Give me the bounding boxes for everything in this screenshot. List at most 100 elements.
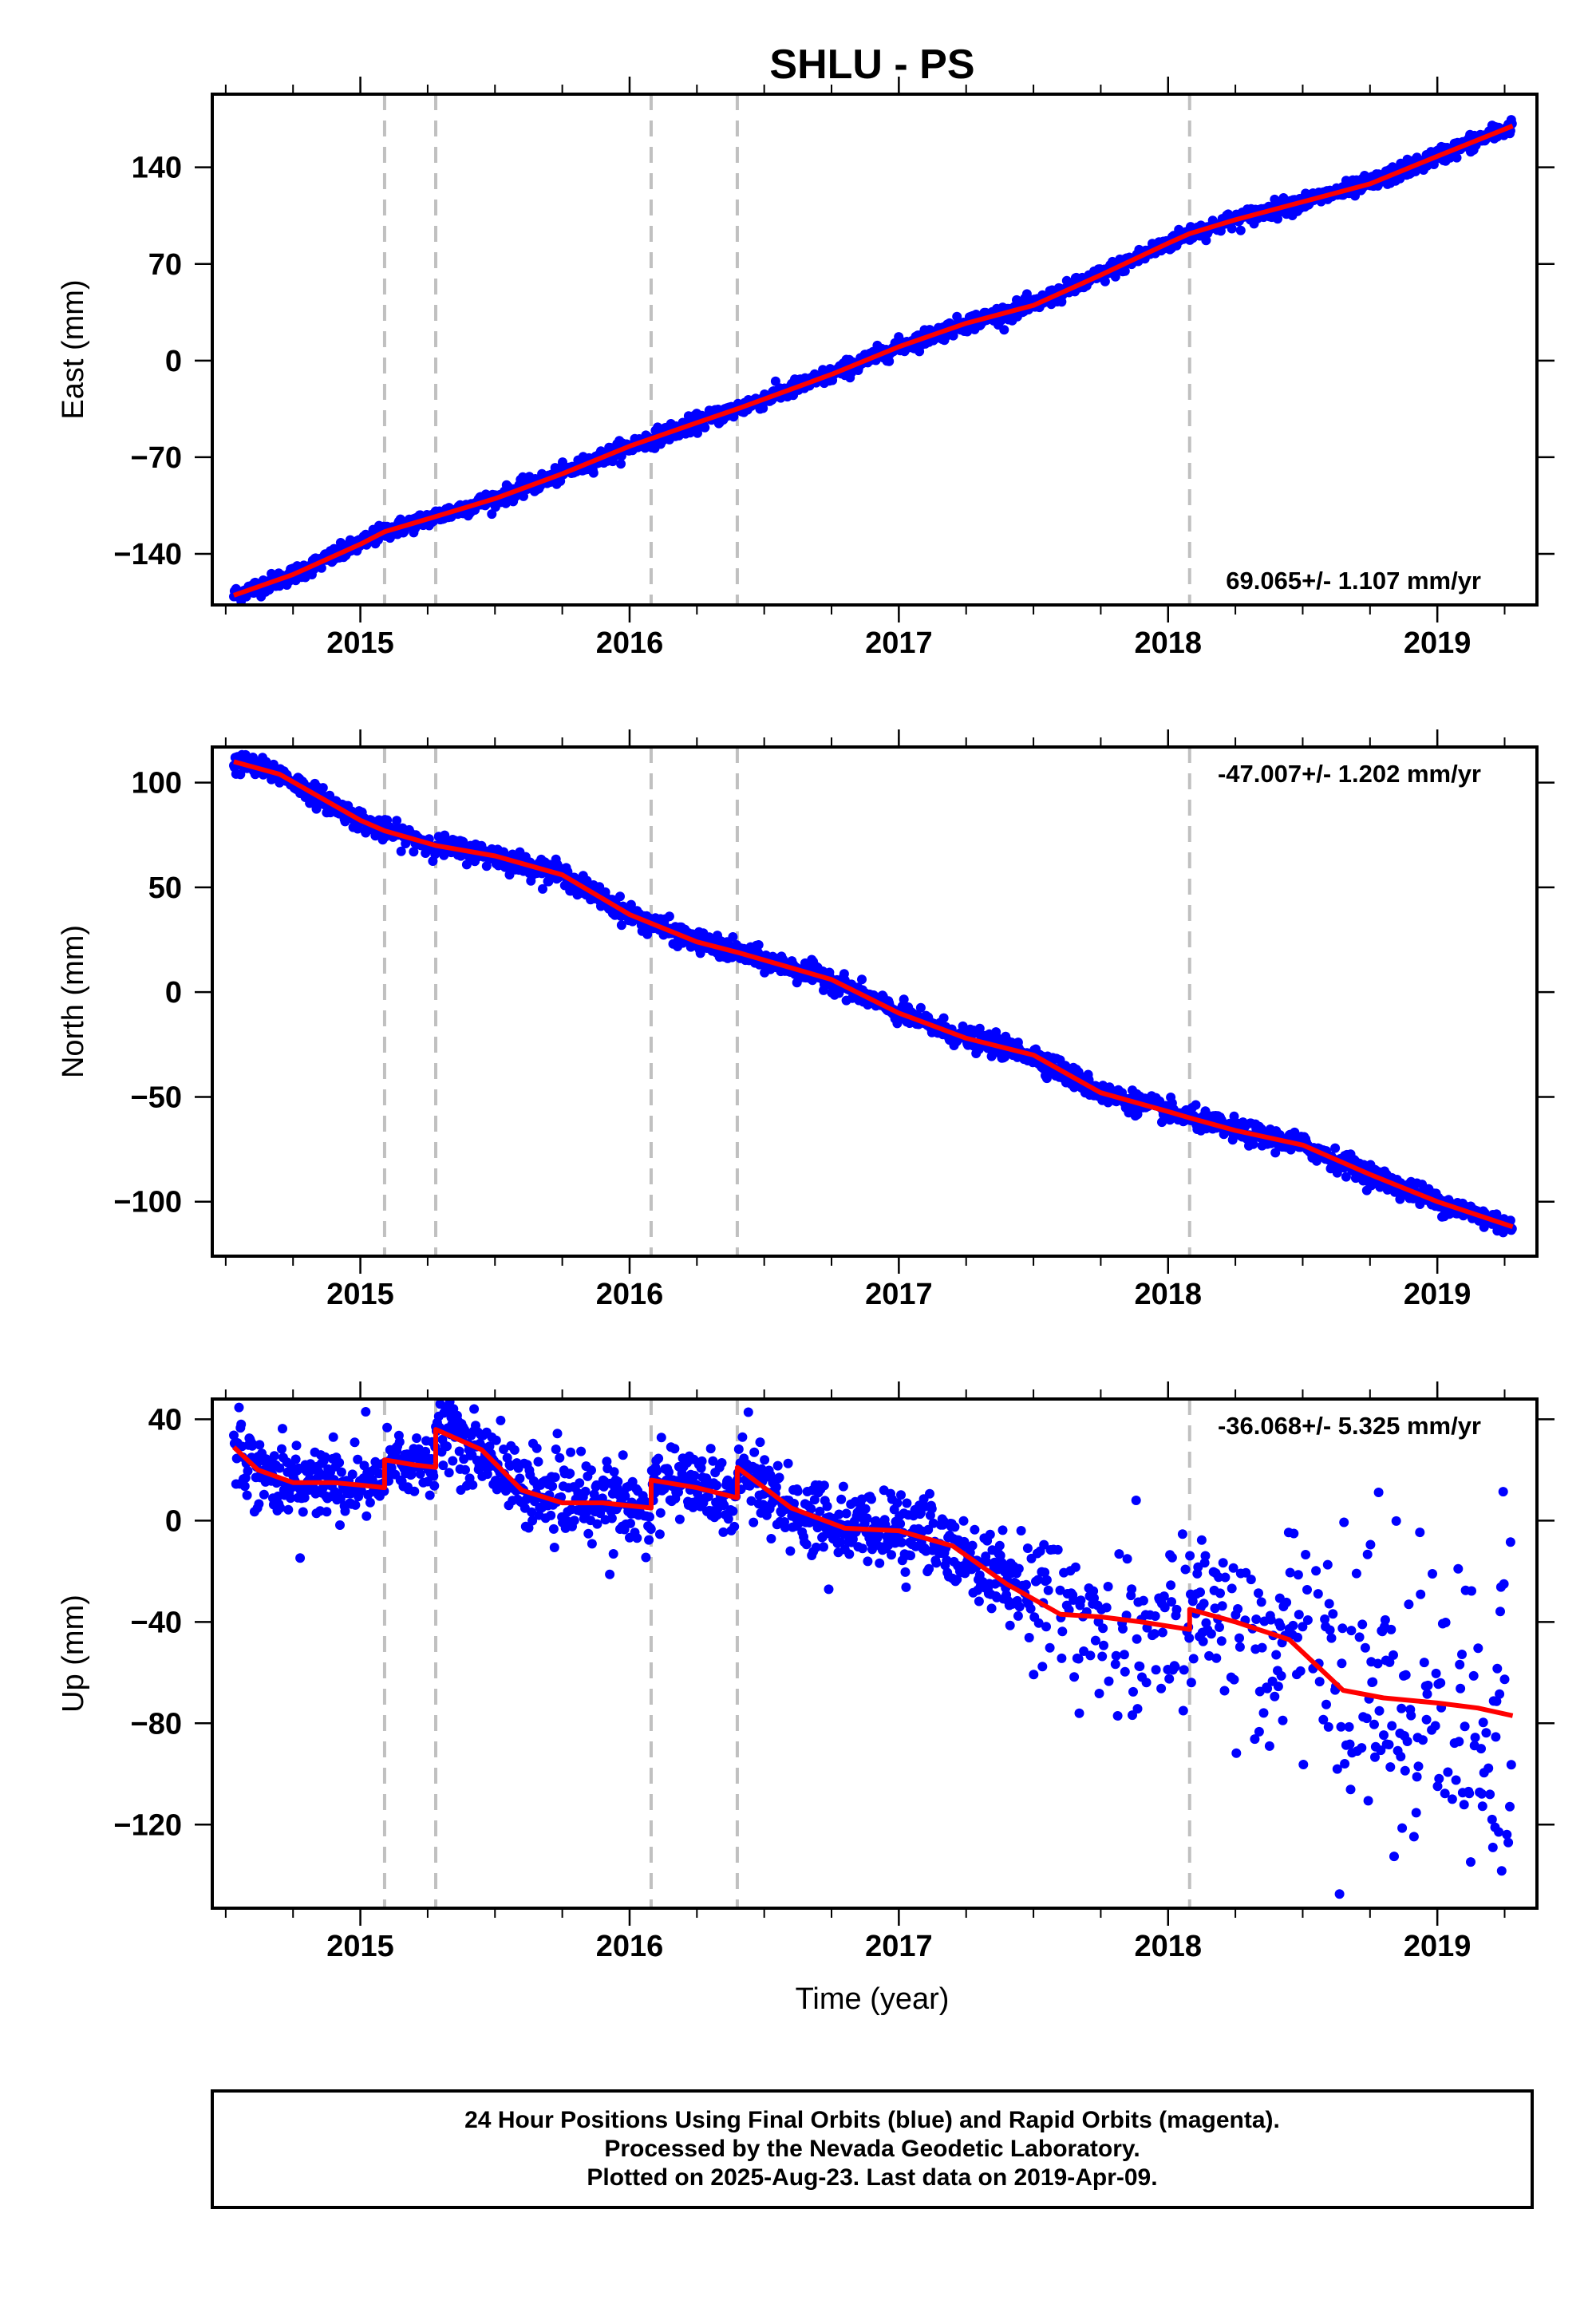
up-data-point	[697, 1456, 707, 1466]
up-data-point	[1132, 1704, 1143, 1714]
up-data-point	[1389, 1852, 1399, 1862]
north-data-point	[1270, 1148, 1281, 1158]
up-data-point	[1373, 1488, 1384, 1497]
up-data-point	[394, 1437, 405, 1447]
up-data-point	[1104, 1676, 1114, 1686]
up-data-point	[1380, 1614, 1390, 1625]
up-data-point	[995, 1551, 1005, 1561]
up-data-point	[998, 1525, 1008, 1535]
up-data-point	[689, 1471, 700, 1480]
up-data-point	[923, 1524, 934, 1535]
up-data-point	[1215, 1588, 1225, 1599]
up-data-point	[863, 1556, 873, 1567]
up-data-point	[484, 1441, 495, 1452]
up-data-point	[632, 1533, 642, 1543]
north-y-tick-label: 100	[132, 767, 182, 800]
up-data-point	[1258, 1708, 1269, 1718]
east-y-tick-label: −140	[113, 538, 182, 571]
up-data-point	[896, 1537, 907, 1547]
up-data-point	[482, 1469, 492, 1480]
up-data-point	[291, 1441, 302, 1451]
up-data-point	[1326, 1633, 1337, 1643]
up-data-point	[618, 1450, 628, 1460]
up-data-point	[1188, 1654, 1199, 1664]
up-data-point	[259, 1489, 269, 1500]
up-data-point	[547, 1481, 558, 1492]
north-y-tick-label: 0	[165, 976, 182, 1010]
up-data-point	[717, 1458, 727, 1468]
up-data-point	[382, 1422, 393, 1433]
up-data-point	[760, 1455, 770, 1465]
up-data-point	[836, 1537, 846, 1547]
north-data-point	[392, 816, 402, 826]
up-data-point	[1379, 1730, 1389, 1741]
up-data-point	[1021, 1579, 1031, 1590]
up-data-point	[1235, 1642, 1245, 1652]
up-data-point	[896, 1490, 906, 1500]
up-data-point	[654, 1453, 664, 1464]
up-data-point	[365, 1497, 375, 1508]
up-data-point	[1088, 1586, 1099, 1596]
up-data-point	[985, 1529, 995, 1539]
up-data-point	[841, 1508, 851, 1519]
up-data-point	[496, 1415, 506, 1425]
up-data-point	[546, 1510, 556, 1520]
up-data-point	[1302, 1585, 1312, 1595]
up-data-point	[1229, 1674, 1239, 1685]
north-rate-label: -47.007+/- 1.202 mm/yr	[1218, 760, 1481, 788]
up-data-point	[448, 1456, 458, 1466]
up-data-point	[277, 1444, 286, 1454]
up-data-point	[286, 1493, 296, 1504]
up-data-point	[592, 1519, 602, 1529]
up-data-point	[1111, 1650, 1121, 1661]
up-data-point	[425, 1490, 435, 1500]
up-data-point	[641, 1552, 651, 1563]
up-data-point	[587, 1465, 596, 1476]
up-data-point	[1211, 1653, 1222, 1663]
up-data-point	[644, 1535, 654, 1545]
up-data-point	[335, 1494, 346, 1504]
up-data-point	[1039, 1539, 1049, 1550]
up-data-point	[785, 1546, 796, 1556]
up-data-point	[1103, 1582, 1113, 1591]
up-data-point	[515, 1473, 525, 1484]
up-data-point	[1041, 1622, 1051, 1632]
up-data-point	[320, 1452, 330, 1462]
up-data-point	[1337, 1623, 1348, 1634]
up-data-point	[1150, 1611, 1160, 1621]
up-data-point	[565, 1468, 575, 1479]
north-model-line	[233, 759, 1514, 1230]
east-data-point	[1201, 235, 1211, 246]
up-data-point	[1132, 1634, 1142, 1644]
up-data-point	[576, 1446, 587, 1456]
up-data-point	[1157, 1627, 1167, 1638]
east-model-line	[233, 124, 1514, 598]
up-data-point	[892, 1498, 903, 1508]
up-data-point	[1131, 1496, 1141, 1505]
up-data-point	[844, 1549, 855, 1559]
up-data-point	[1270, 1691, 1280, 1701]
up-data-point	[1149, 1629, 1159, 1639]
east-y-tick-label: 70	[148, 248, 182, 282]
up-data-point	[1339, 1517, 1349, 1528]
up-data-point	[967, 1540, 978, 1551]
up-data-point	[1241, 1567, 1251, 1578]
up-data-point	[1178, 1705, 1188, 1716]
up-data-point	[1385, 1762, 1396, 1773]
up-data-point	[743, 1407, 753, 1417]
up-data-point	[1357, 1619, 1368, 1630]
up-data-point	[875, 1558, 885, 1568]
up-data-point	[1374, 1705, 1385, 1716]
up-data-point	[723, 1514, 733, 1524]
up-data-point	[1128, 1686, 1138, 1697]
up-data-point	[1276, 1670, 1286, 1681]
up-data-point	[591, 1480, 602, 1490]
up-data-point	[1320, 1614, 1330, 1624]
up-data-point	[1391, 1516, 1401, 1526]
up-data-point	[239, 1481, 250, 1492]
up-data-point	[566, 1447, 576, 1457]
north-data-point	[318, 783, 328, 793]
up-data-point	[1040, 1567, 1050, 1578]
up-data-point	[1179, 1665, 1189, 1675]
